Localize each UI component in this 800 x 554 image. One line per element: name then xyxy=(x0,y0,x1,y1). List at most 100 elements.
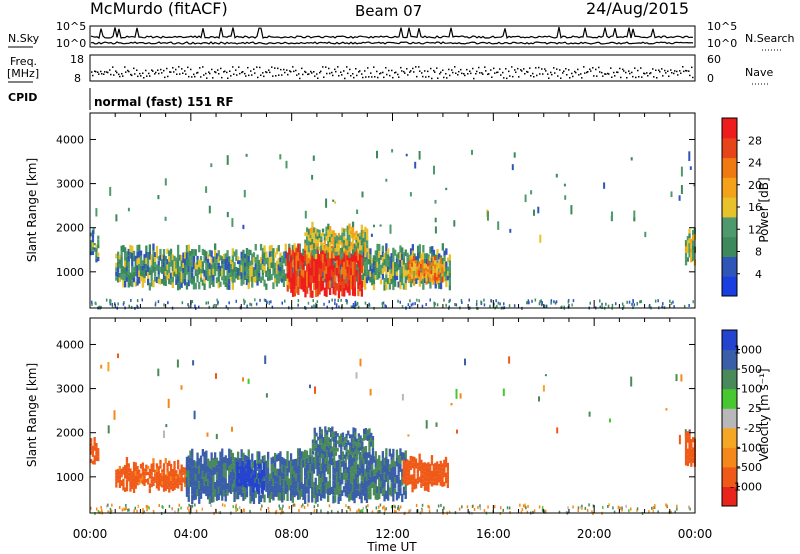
echo-cell xyxy=(355,236,358,240)
clutter-speckle xyxy=(631,302,633,306)
clutter-speckle xyxy=(313,304,315,308)
x-tick-label: 00:00 xyxy=(678,527,713,541)
echo-cell xyxy=(244,266,247,272)
clutter-speckle xyxy=(337,510,339,514)
echo-cell xyxy=(690,457,693,463)
echo-cell xyxy=(395,262,399,268)
echo-cell xyxy=(418,459,421,466)
echo-cell xyxy=(395,475,399,484)
echo-cell xyxy=(432,261,435,266)
echo-cell xyxy=(370,442,373,447)
echo-cell xyxy=(432,275,435,281)
echo-cell xyxy=(334,488,337,496)
freq-dot xyxy=(691,66,693,69)
echo-cell xyxy=(307,252,311,258)
echo-cell xyxy=(300,474,303,482)
echo-cell xyxy=(324,457,327,465)
echo-cell xyxy=(251,264,254,271)
echo-speckle xyxy=(456,429,458,434)
clutter-speckle xyxy=(114,302,116,306)
echo-cell xyxy=(248,472,251,478)
echo-cell xyxy=(157,470,160,475)
nave-dot xyxy=(470,72,472,75)
echo-cell xyxy=(199,462,203,470)
echo-cell xyxy=(166,467,169,472)
echo-cell xyxy=(322,454,325,458)
echo-cell xyxy=(235,266,238,273)
echo-cell xyxy=(282,251,286,258)
echo-cell xyxy=(244,271,247,276)
echo-cell xyxy=(203,269,206,277)
echo-cell xyxy=(182,467,185,470)
echo-cell xyxy=(364,247,367,253)
echo-cell xyxy=(434,272,437,277)
echo-cell xyxy=(364,252,367,258)
echo-cell xyxy=(425,472,428,478)
clutter-speckle xyxy=(379,510,381,513)
echo-cell xyxy=(175,279,178,285)
echo-cell xyxy=(324,432,327,439)
echo-cell xyxy=(282,479,286,487)
echo-cell xyxy=(360,458,363,466)
echo-speckle xyxy=(243,189,246,198)
echo-cell xyxy=(302,284,305,292)
nave-dot xyxy=(560,77,562,79)
echo-cell xyxy=(362,476,365,483)
echo-cell xyxy=(357,470,360,477)
nave-dot xyxy=(545,70,547,72)
clutter-speckle xyxy=(180,506,182,510)
echo-cell xyxy=(189,267,192,273)
echo-cell xyxy=(338,443,341,448)
echo-cell xyxy=(134,462,137,467)
echo-cell xyxy=(346,240,349,246)
echo-cell xyxy=(180,482,183,487)
echo-cell xyxy=(353,470,356,479)
echo-cell xyxy=(339,240,342,245)
echo-cell xyxy=(148,473,151,479)
echo-cell xyxy=(686,248,689,254)
echo-cell xyxy=(281,457,284,465)
echo-cell xyxy=(129,480,132,484)
echo-cell xyxy=(177,459,180,465)
echo-cell xyxy=(127,255,130,262)
echo-cell xyxy=(365,472,369,481)
nave-dot xyxy=(146,75,148,77)
echo-cell xyxy=(323,491,326,499)
echo-cell xyxy=(207,458,210,466)
clutter-speckle xyxy=(326,305,328,309)
echo-cell xyxy=(348,454,352,459)
echo-cell xyxy=(219,271,222,277)
clutter-speckle xyxy=(479,504,481,508)
echo-cell xyxy=(313,445,316,452)
echo-cell xyxy=(346,225,349,231)
echo-cell xyxy=(311,260,314,269)
nave-dot xyxy=(386,73,388,76)
echo-cell xyxy=(370,455,373,461)
clutter-speckle xyxy=(356,510,358,514)
clutter-speckle xyxy=(367,504,369,508)
echo-cell xyxy=(208,475,211,483)
echo-cell xyxy=(341,456,345,461)
nave-dot xyxy=(281,74,283,76)
echo-cell xyxy=(347,454,350,460)
echo-cell xyxy=(250,469,253,474)
echo-cell xyxy=(355,242,358,246)
echo-cell xyxy=(215,457,219,465)
echo-cell xyxy=(168,476,171,482)
echo-cell xyxy=(302,451,305,460)
clutter-speckle xyxy=(506,506,509,510)
freq-dot xyxy=(607,72,609,75)
echo-cell xyxy=(406,476,409,482)
echo-cell xyxy=(420,478,423,484)
search-noise-trace xyxy=(90,41,694,45)
echo-cell xyxy=(258,264,261,269)
echo-cell xyxy=(439,269,442,273)
nave-dot xyxy=(200,76,202,78)
echo-cell xyxy=(282,493,286,501)
echo-cell xyxy=(369,484,372,492)
echo-cell xyxy=(420,473,423,479)
clutter-speckle xyxy=(653,506,656,510)
echo-cell xyxy=(260,489,264,494)
echo-cell xyxy=(289,461,293,470)
echo-speckle xyxy=(192,360,195,366)
